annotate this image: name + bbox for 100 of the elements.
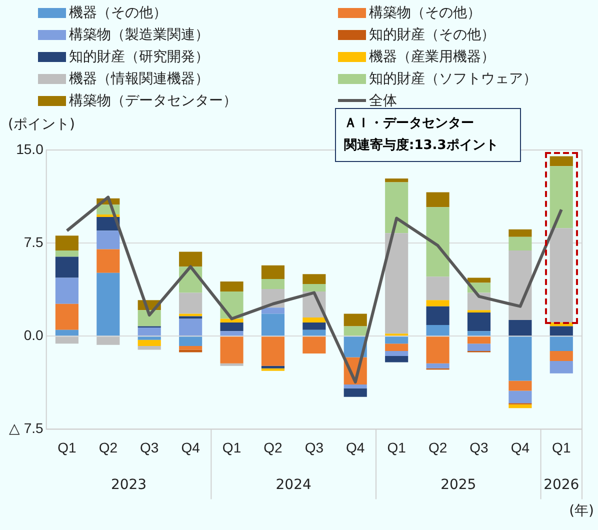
bar bbox=[467, 278, 491, 283]
x-tick-label: Q1 bbox=[552, 439, 571, 456]
bar bbox=[179, 318, 202, 336]
bar bbox=[261, 308, 285, 314]
bar bbox=[467, 310, 491, 313]
x-tick-label: Q2 bbox=[98, 439, 118, 456]
bar bbox=[467, 336, 491, 344]
bar bbox=[426, 207, 450, 277]
bar bbox=[55, 256, 78, 278]
bar bbox=[96, 249, 120, 273]
bar bbox=[55, 336, 78, 344]
bar bbox=[426, 363, 450, 368]
legend-label: 構築物（その他） bbox=[369, 4, 481, 22]
bar bbox=[55, 278, 78, 304]
bar bbox=[179, 346, 202, 350]
bar bbox=[179, 314, 202, 316]
x-tick-label: Q3 bbox=[140, 439, 159, 456]
bar bbox=[220, 282, 244, 292]
bar bbox=[426, 192, 450, 208]
bar bbox=[344, 314, 367, 326]
bar bbox=[385, 351, 408, 356]
bar bbox=[302, 284, 326, 292]
bar bbox=[138, 346, 161, 350]
bar bbox=[467, 312, 491, 332]
bar bbox=[508, 320, 532, 336]
bar bbox=[261, 279, 285, 289]
x-tick-label: Q4 bbox=[510, 439, 530, 456]
y-tick-label: 15.0 bbox=[16, 140, 44, 157]
bar bbox=[508, 236, 532, 251]
bar bbox=[508, 250, 532, 320]
bar bbox=[426, 300, 450, 306]
bar bbox=[385, 233, 408, 334]
text: 2024 bbox=[276, 476, 312, 493]
legend-label: 機器（情報関連機器） bbox=[69, 70, 209, 88]
bar bbox=[385, 336, 408, 344]
legend-label: 全体 bbox=[369, 92, 397, 110]
bar bbox=[426, 336, 450, 364]
bar bbox=[96, 230, 120, 250]
annotation: 関連寄与度:13.3ポイント bbox=[344, 136, 500, 155]
bar bbox=[179, 292, 202, 314]
bar bbox=[508, 229, 532, 237]
x-tick-label: Q1 bbox=[58, 439, 76, 456]
bar bbox=[467, 344, 491, 352]
bar bbox=[179, 350, 202, 352]
bar bbox=[385, 344, 408, 352]
bar bbox=[550, 166, 573, 228]
bar bbox=[261, 265, 285, 280]
bar bbox=[508, 380, 532, 391]
x-tick-label: Q1 bbox=[387, 439, 406, 456]
x-tick-label: Q2 bbox=[264, 439, 283, 456]
bar bbox=[220, 318, 244, 322]
y-axis-title: (ポイント) bbox=[8, 116, 75, 133]
bar bbox=[344, 388, 367, 397]
legend-label: 知的財産（ソフトウェア） bbox=[369, 70, 537, 88]
bar bbox=[261, 366, 285, 368]
bar bbox=[550, 228, 573, 322]
bar bbox=[261, 368, 285, 371]
legend-label: 知的財産（その他） bbox=[369, 26, 495, 44]
x-tick-label: Q3 bbox=[304, 439, 324, 456]
y-tick-label: △ 7.5 bbox=[8, 420, 44, 436]
x-tick-label: Q1 bbox=[222, 439, 242, 456]
bar bbox=[302, 330, 326, 336]
bar bbox=[261, 336, 285, 366]
bar bbox=[302, 274, 326, 284]
bar bbox=[220, 336, 244, 364]
bar bbox=[55, 250, 78, 257]
bar bbox=[179, 316, 202, 319]
bar bbox=[96, 272, 120, 336]
x-tick-label: Q4 bbox=[181, 439, 200, 456]
bar bbox=[385, 182, 408, 234]
bar bbox=[179, 252, 202, 267]
bar bbox=[550, 326, 573, 336]
legend-label: 構築物（データセンター） bbox=[69, 92, 237, 110]
bar bbox=[302, 336, 326, 354]
text: 2026 bbox=[544, 476, 580, 493]
bar bbox=[426, 324, 450, 336]
bar bbox=[220, 322, 244, 332]
legend-label: 知的財産（研究開発） bbox=[69, 48, 209, 66]
bar bbox=[550, 351, 573, 361]
y-tick-label: 0.0 bbox=[24, 326, 44, 343]
bar bbox=[138, 310, 161, 326]
legend-label: 機器（その他） bbox=[69, 4, 167, 22]
bar bbox=[508, 336, 532, 381]
bar bbox=[426, 306, 450, 325]
bar bbox=[55, 330, 78, 336]
bar bbox=[467, 331, 491, 336]
bar bbox=[179, 336, 202, 346]
bar bbox=[508, 404, 532, 408]
text: (年) bbox=[569, 502, 594, 519]
bar bbox=[138, 340, 161, 346]
bar bbox=[426, 276, 450, 300]
bar bbox=[96, 336, 120, 345]
bar bbox=[302, 322, 326, 330]
y-tick-label: 7.5 bbox=[24, 234, 44, 250]
bar bbox=[220, 331, 244, 336]
bar bbox=[344, 326, 367, 336]
x-tick-label: Q3 bbox=[470, 439, 489, 456]
bar bbox=[138, 336, 161, 340]
bar bbox=[220, 363, 244, 366]
bar bbox=[385, 178, 408, 182]
